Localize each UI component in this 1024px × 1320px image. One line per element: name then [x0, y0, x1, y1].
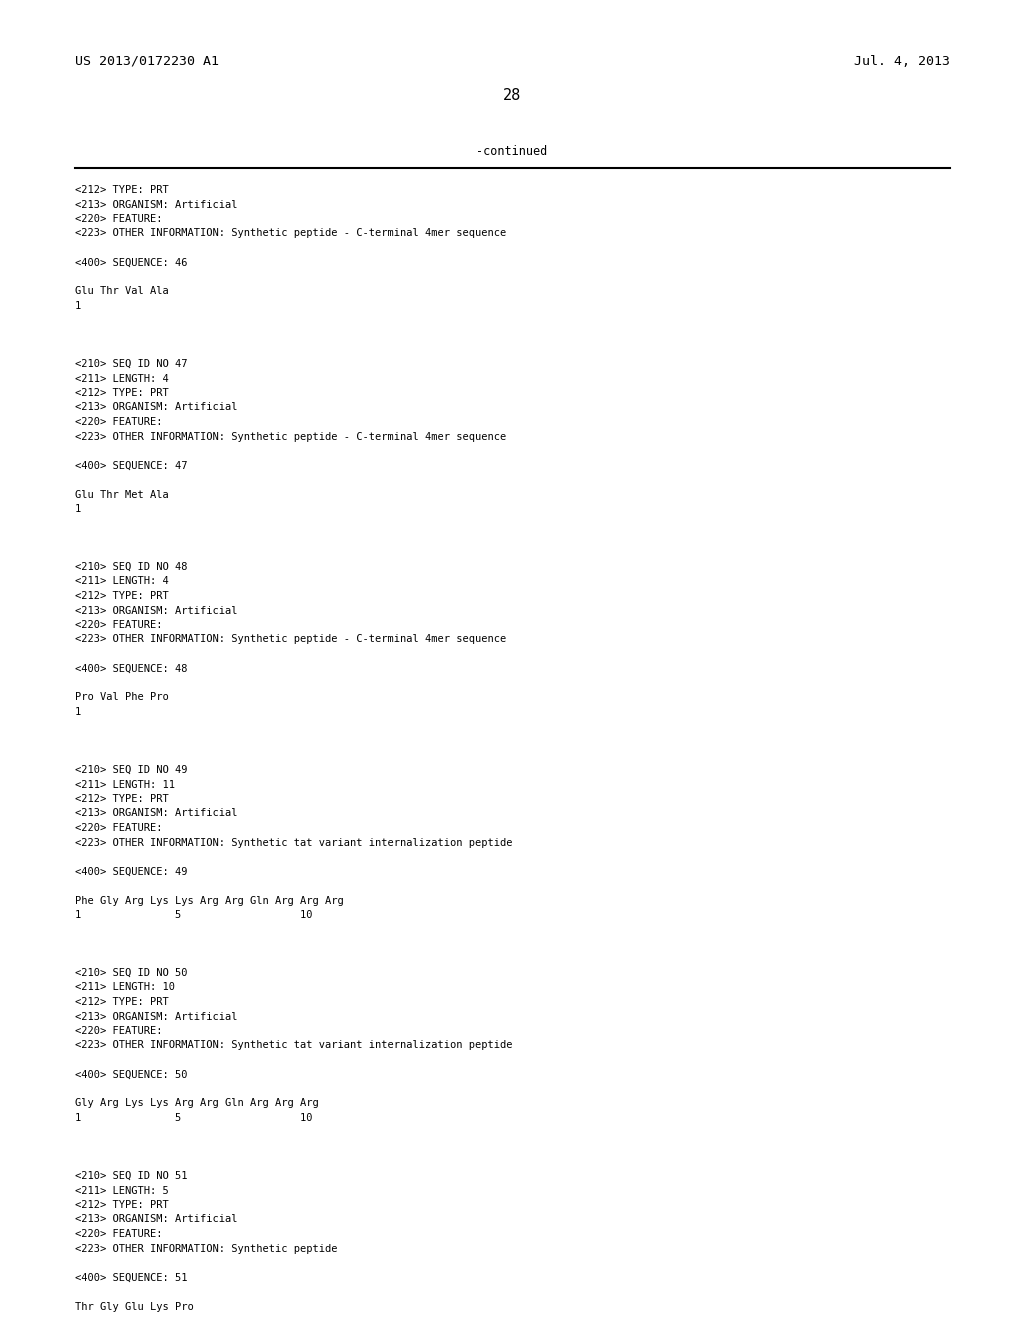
Text: <210> SEQ ID NO 48: <210> SEQ ID NO 48 [75, 562, 187, 572]
Text: <213> ORGANISM: Artificial: <213> ORGANISM: Artificial [75, 199, 238, 210]
Text: <210> SEQ ID NO 47: <210> SEQ ID NO 47 [75, 359, 187, 370]
Text: <220> FEATURE:: <220> FEATURE: [75, 214, 163, 224]
Text: <212> TYPE: PRT: <212> TYPE: PRT [75, 388, 169, 399]
Text: <212> TYPE: PRT: <212> TYPE: PRT [75, 795, 169, 804]
Text: Glu Thr Val Ala: Glu Thr Val Ala [75, 286, 169, 297]
Text: <220> FEATURE:: <220> FEATURE: [75, 620, 163, 630]
Text: <212> TYPE: PRT: <212> TYPE: PRT [75, 1200, 169, 1210]
Text: <212> TYPE: PRT: <212> TYPE: PRT [75, 185, 169, 195]
Text: -continued: -continued [476, 145, 548, 158]
Text: <210> SEQ ID NO 51: <210> SEQ ID NO 51 [75, 1171, 187, 1181]
Text: <211> LENGTH: 10: <211> LENGTH: 10 [75, 982, 175, 993]
Text: <400> SEQUENCE: 47: <400> SEQUENCE: 47 [75, 461, 187, 470]
Text: Jul. 4, 2013: Jul. 4, 2013 [854, 55, 950, 69]
Text: <213> ORGANISM: Artificial: <213> ORGANISM: Artificial [75, 808, 238, 818]
Text: <220> FEATURE:: <220> FEATURE: [75, 417, 163, 426]
Text: 1: 1 [75, 504, 81, 513]
Text: <223> OTHER INFORMATION: Synthetic tat variant internalization peptide: <223> OTHER INFORMATION: Synthetic tat v… [75, 837, 512, 847]
Text: Glu Thr Met Ala: Glu Thr Met Ala [75, 490, 169, 499]
Text: 1               5                   10: 1 5 10 [75, 1113, 312, 1123]
Text: <223> OTHER INFORMATION: Synthetic peptide - C-terminal 4mer sequence: <223> OTHER INFORMATION: Synthetic pepti… [75, 228, 506, 239]
Text: <400> SEQUENCE: 48: <400> SEQUENCE: 48 [75, 664, 187, 673]
Text: 1: 1 [75, 708, 81, 717]
Text: US 2013/0172230 A1: US 2013/0172230 A1 [75, 55, 219, 69]
Text: Gly Arg Lys Lys Arg Arg Gln Arg Arg Arg: Gly Arg Lys Lys Arg Arg Gln Arg Arg Arg [75, 1098, 318, 1109]
Text: <210> SEQ ID NO 50: <210> SEQ ID NO 50 [75, 968, 187, 978]
Text: <211> LENGTH: 4: <211> LENGTH: 4 [75, 374, 169, 384]
Text: <223> OTHER INFORMATION: Synthetic peptide - C-terminal 4mer sequence: <223> OTHER INFORMATION: Synthetic pepti… [75, 432, 506, 441]
Text: <212> TYPE: PRT: <212> TYPE: PRT [75, 591, 169, 601]
Text: Phe Gly Arg Lys Lys Arg Arg Gln Arg Arg Arg: Phe Gly Arg Lys Lys Arg Arg Gln Arg Arg … [75, 895, 344, 906]
Text: <213> ORGANISM: Artificial: <213> ORGANISM: Artificial [75, 1011, 238, 1022]
Text: 28: 28 [503, 88, 521, 103]
Text: <223> OTHER INFORMATION: Synthetic peptide: <223> OTHER INFORMATION: Synthetic pepti… [75, 1243, 338, 1254]
Text: <400> SEQUENCE: 49: <400> SEQUENCE: 49 [75, 866, 187, 876]
Text: <211> LENGTH: 11: <211> LENGTH: 11 [75, 780, 175, 789]
Text: <213> ORGANISM: Artificial: <213> ORGANISM: Artificial [75, 1214, 238, 1225]
Text: 1: 1 [75, 301, 81, 312]
Text: <211> LENGTH: 5: <211> LENGTH: 5 [75, 1185, 169, 1196]
Text: <213> ORGANISM: Artificial: <213> ORGANISM: Artificial [75, 403, 238, 412]
Text: <223> OTHER INFORMATION: Synthetic peptide - C-terminal 4mer sequence: <223> OTHER INFORMATION: Synthetic pepti… [75, 635, 506, 644]
Text: <223> OTHER INFORMATION: Synthetic tat variant internalization peptide: <223> OTHER INFORMATION: Synthetic tat v… [75, 1040, 512, 1051]
Text: Thr Gly Glu Lys Pro: Thr Gly Glu Lys Pro [75, 1302, 194, 1312]
Text: <212> TYPE: PRT: <212> TYPE: PRT [75, 997, 169, 1007]
Text: <220> FEATURE:: <220> FEATURE: [75, 822, 163, 833]
Text: <220> FEATURE:: <220> FEATURE: [75, 1026, 163, 1036]
Text: <213> ORGANISM: Artificial: <213> ORGANISM: Artificial [75, 606, 238, 615]
Text: <400> SEQUENCE: 50: <400> SEQUENCE: 50 [75, 1069, 187, 1080]
Text: <211> LENGTH: 4: <211> LENGTH: 4 [75, 577, 169, 586]
Text: 1               5                   10: 1 5 10 [75, 909, 312, 920]
Text: <400> SEQUENCE: 51: <400> SEQUENCE: 51 [75, 1272, 187, 1283]
Text: <400> SEQUENCE: 46: <400> SEQUENCE: 46 [75, 257, 187, 268]
Text: Pro Val Phe Pro: Pro Val Phe Pro [75, 693, 169, 702]
Text: <210> SEQ ID NO 49: <210> SEQ ID NO 49 [75, 766, 187, 775]
Text: <220> FEATURE:: <220> FEATURE: [75, 1229, 163, 1239]
